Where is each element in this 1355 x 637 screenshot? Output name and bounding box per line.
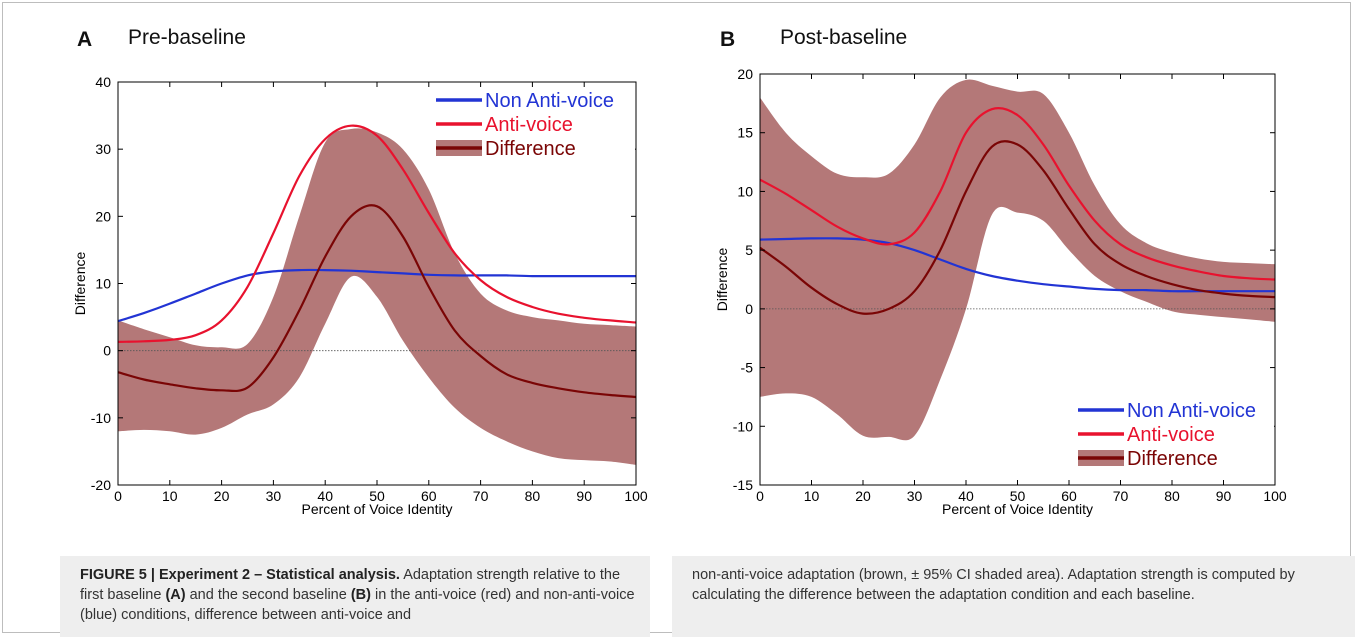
y-tick-label: 10 bbox=[95, 276, 111, 292]
x-tick-label: 70 bbox=[473, 488, 489, 504]
caption-ref-a: (A) bbox=[165, 587, 186, 603]
x-tick-label: 60 bbox=[421, 488, 437, 504]
y-tick-label: 20 bbox=[737, 66, 753, 82]
y-tick-label: 40 bbox=[95, 74, 111, 90]
caption-label: FIGURE 5 | Experiment 2 – Statistical an… bbox=[80, 567, 400, 583]
y-tick-label: -20 bbox=[91, 477, 111, 493]
y-tick-label: -15 bbox=[733, 477, 753, 493]
legend-label-non_anti: Non Anti-voice bbox=[1127, 400, 1256, 422]
x-tick-label: 100 bbox=[1263, 488, 1287, 504]
x-tick-label: 90 bbox=[1216, 488, 1232, 504]
panel-b-title: Post-baseline bbox=[780, 26, 908, 49]
chart-panel-0: 0 10 20 30 40 50 60 70 80 90 100-20-10010203040Per… bbox=[72, 74, 648, 517]
x-tick-label: 10 bbox=[804, 488, 820, 504]
legend-label-anti: Anti-voice bbox=[1127, 424, 1215, 446]
y-tick-label: 10 bbox=[737, 183, 753, 199]
panel-a-title: Pre-baseline bbox=[128, 26, 246, 49]
x-tick-label: 20 bbox=[214, 488, 230, 504]
x-tick-label: 40 bbox=[317, 488, 333, 504]
caption-left: FIGURE 5 | Experiment 2 – Statistical an… bbox=[60, 556, 650, 637]
x-tick-label: 10 bbox=[162, 488, 178, 504]
series-line-difference bbox=[117, 204, 637, 399]
legend-label-non_anti: Non Anti-voice bbox=[485, 90, 614, 112]
caption-right: non-anti-voice adaptation (brown, ± 95% … bbox=[672, 556, 1355, 637]
x-tick-label: 60 bbox=[1061, 488, 1077, 504]
y-tick-label: 20 bbox=[95, 208, 111, 224]
legend-label-anti: Anti-voice bbox=[485, 114, 573, 136]
y-tick-label: 30 bbox=[95, 141, 111, 157]
y-tick-label: 0 bbox=[103, 343, 111, 359]
x-tick-label: 90 bbox=[576, 488, 592, 504]
x-tick-label: 30 bbox=[266, 488, 282, 504]
y-tick-label: -5 bbox=[741, 360, 754, 376]
x-axis-label: Percent of Voice Identity bbox=[302, 501, 453, 517]
y-tick-label: 15 bbox=[737, 125, 753, 141]
panel-a-letter: A bbox=[77, 28, 93, 51]
caption-text-3: in the anti-voice (red) and non-anti-voi… bbox=[80, 587, 635, 623]
y-axis-label: Difference bbox=[714, 248, 730, 312]
chart-panel-1: 0 10 20 30 40 50 60 70 80 90 100 -15 -10 -5 0 5 10 15 20 Pe… bbox=[714, 66, 1287, 517]
x-tick-label: 70 bbox=[1113, 488, 1129, 504]
x-tick-label: 20 bbox=[855, 488, 871, 504]
caption-text-2: and the second baseline bbox=[185, 587, 351, 603]
y-tick-label: -10 bbox=[91, 410, 111, 426]
legend-label-difference: Difference bbox=[1127, 448, 1218, 470]
series-line-non_anti bbox=[117, 268, 636, 323]
ci-band bbox=[760, 79, 1275, 441]
x-tick-label: 80 bbox=[1164, 488, 1180, 504]
series-line-anti bbox=[759, 106, 1276, 281]
caption-text-right: non-anti-voice adaptation (brown, ± 95% … bbox=[692, 567, 1295, 603]
x-tick-label: 0 bbox=[756, 488, 764, 504]
x-tick-label: 0 bbox=[114, 488, 122, 504]
panel-b-letter: B bbox=[720, 28, 736, 51]
x-tick-label: 50 bbox=[1010, 488, 1026, 504]
ci-band bbox=[118, 128, 636, 465]
caption-ref-b: (B) bbox=[350, 587, 371, 603]
y-tick-label: 0 bbox=[745, 301, 753, 317]
x-tick-label: 50 bbox=[369, 488, 385, 504]
x-tick-label: 80 bbox=[525, 488, 541, 504]
series-line-difference bbox=[759, 140, 1276, 315]
y-tick-label: -10 bbox=[733, 418, 753, 434]
figure-charts: 0 10 20 30 40 50 60 70 80 90 100-20-10010203040Per… bbox=[72, 66, 1287, 517]
y-tick-label: 5 bbox=[745, 242, 753, 258]
x-tick-label: 30 bbox=[907, 488, 923, 504]
x-tick-label: 100 bbox=[624, 488, 648, 504]
x-axis-label: Percent of Voice Identity bbox=[942, 501, 1093, 517]
legend-label-difference: Difference bbox=[485, 138, 576, 160]
caption-text-1: Adaptation strength relative to the firs… bbox=[80, 567, 621, 603]
y-axis-label: Difference bbox=[72, 252, 88, 316]
series-line-anti bbox=[117, 124, 637, 343]
series-line-non_anti bbox=[759, 237, 1275, 293]
x-tick-label: 40 bbox=[958, 488, 974, 504]
